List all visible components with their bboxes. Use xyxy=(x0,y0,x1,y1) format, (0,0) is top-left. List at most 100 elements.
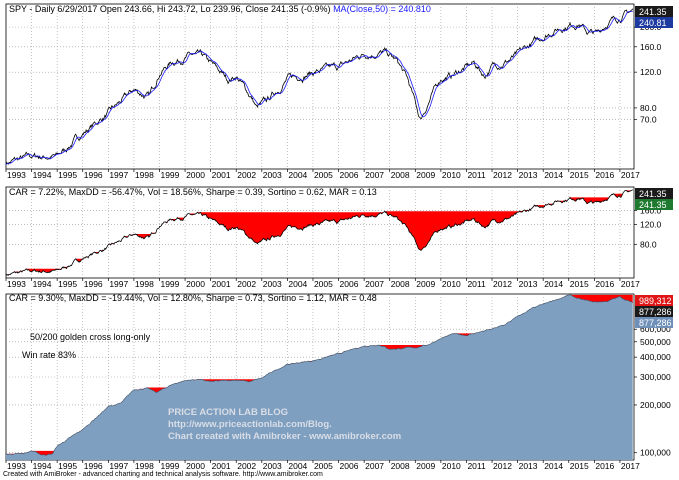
x-tick-label: 2015 xyxy=(570,461,589,471)
strategy-last-badge: 877,286 xyxy=(635,306,673,317)
x-tick-label: 2001 xyxy=(212,279,231,289)
buyhold-equity-badge: 241.35 xyxy=(635,199,673,210)
y-tick-label: 100,000 xyxy=(640,448,671,458)
x-tick-label: 1999 xyxy=(160,279,179,289)
x-tick-label: 2013 xyxy=(519,461,538,471)
x-tick-label: 2001 xyxy=(212,170,231,180)
y-tick-label: 200,000 xyxy=(640,400,671,410)
x-tick-label: 2011 xyxy=(467,461,486,471)
x-tick-label: 2002 xyxy=(237,279,256,289)
x-tick-label: 1993 xyxy=(7,461,26,471)
x-tick-label: 2016 xyxy=(595,279,614,289)
badge-text: 877,286 xyxy=(639,307,672,317)
x-tick-label: 2009 xyxy=(416,461,435,471)
strategy-annotation-1: 50/200 golden cross long-only xyxy=(30,332,151,342)
x-tick-label: 2010 xyxy=(442,461,461,471)
x-tick-label: 2004 xyxy=(288,279,307,289)
x-tick-label: 1993 xyxy=(7,170,26,180)
badge-text: 240.81 xyxy=(639,18,667,28)
x-tick-label: 1999 xyxy=(160,461,179,471)
strategy-peak-badge: 989,312 xyxy=(635,295,673,306)
x-tick-label: 2013 xyxy=(519,170,538,180)
y-tick-label: 70.0 xyxy=(640,115,657,125)
buyhold-last-badge: 241.35 xyxy=(635,188,673,199)
x-tick-label: 2003 xyxy=(263,461,282,471)
x-tick-label: 2006 xyxy=(340,461,359,471)
x-tick-label: 2003 xyxy=(263,279,282,289)
badge-bg xyxy=(635,6,673,17)
x-tick-label: 2015 xyxy=(570,279,589,289)
x-tick-label: 1996 xyxy=(84,279,103,289)
price-panel-frame xyxy=(5,3,635,170)
x-tick-label: 2006 xyxy=(340,279,359,289)
badge-bg xyxy=(635,199,673,210)
x-tick-label: 2003 xyxy=(263,170,282,180)
x-tick-label: 2000 xyxy=(186,170,205,180)
strategy-equity-badge: 877,286 xyxy=(635,317,673,328)
badge-text: 241.35 xyxy=(639,7,667,17)
badge-text: 989,312 xyxy=(639,296,672,306)
x-tick-label: 2016 xyxy=(595,170,614,180)
x-tick-label: 2002 xyxy=(237,461,256,471)
x-tick-label: 2016 xyxy=(595,461,614,471)
buyhold-panel-frame xyxy=(5,186,635,279)
x-tick-label: 2011 xyxy=(467,279,486,289)
watermark-line-1: PRICE ACTION LAB BLOG xyxy=(168,407,288,418)
badge-bg xyxy=(635,17,673,28)
x-tick-label: 2006 xyxy=(340,170,359,180)
x-tick-label: 1994 xyxy=(33,461,52,471)
x-tick-label: 1995 xyxy=(58,170,77,180)
x-tick-label: 1995 xyxy=(58,461,77,471)
x-tick-label: 2013 xyxy=(519,279,538,289)
x-tick-label: 1998 xyxy=(135,279,154,289)
x-tick-label: 2010 xyxy=(442,279,461,289)
y-tick-label: 500,000 xyxy=(640,337,671,347)
x-tick-label: 2004 xyxy=(288,461,307,471)
x-tick-label: 2011 xyxy=(467,170,486,180)
x-tick-label: 1997 xyxy=(109,461,128,471)
badge-bg xyxy=(635,295,673,306)
y-tick-label: 160.0 xyxy=(640,42,662,52)
x-tick-label: 2017 xyxy=(621,461,640,471)
x-tick-label: 2005 xyxy=(314,170,333,180)
x-tick-label: 1996 xyxy=(84,170,103,180)
x-tick-label: 2014 xyxy=(544,170,563,180)
badge-text: 241.35 xyxy=(639,189,667,199)
x-tick-label: 2014 xyxy=(544,461,563,471)
ma-line xyxy=(6,10,633,166)
ma-last-badge: 240.81 xyxy=(635,17,673,28)
x-tick-label: 2014 xyxy=(544,279,563,289)
x-tick-label: 2012 xyxy=(493,279,512,289)
x-tick-label: 2017 xyxy=(621,170,640,180)
price-last-badge: 241.35 xyxy=(635,6,673,17)
x-tick-label: 2009 xyxy=(416,279,435,289)
y-tick-label: 300,000 xyxy=(640,372,671,382)
x-tick-label: 2017 xyxy=(621,279,640,289)
x-tick-label: 2000 xyxy=(186,461,205,471)
x-tick-label: 2001 xyxy=(212,461,231,471)
watermark-line-2: http://www.priceactionlab.com/Blog. xyxy=(168,419,332,430)
strategy-annotation-2: Win rate 83% xyxy=(22,350,76,360)
x-tick-label: 1993 xyxy=(7,279,26,289)
y-tick-label: 120.0 xyxy=(640,220,662,230)
drawdown-area xyxy=(6,189,633,276)
price-panel-title: SPY - Daily 6/29/2017 Open 243.66, Hi 24… xyxy=(9,4,431,14)
footer-credit: Created with AmiBroker - advanced charti… xyxy=(3,471,323,478)
y-tick-label: 160.0 xyxy=(640,206,662,216)
x-tick-label: 1996 xyxy=(84,461,103,471)
y-tick-label: 600,000 xyxy=(640,324,671,334)
badge-text: 877,286 xyxy=(639,318,672,328)
x-tick-label: 1994 xyxy=(33,170,52,180)
y-tick-label: 120.0 xyxy=(640,67,662,77)
badge-text: 241.35 xyxy=(639,200,667,210)
x-tick-label: 2007 xyxy=(365,461,384,471)
x-tick-label: 2005 xyxy=(314,279,333,289)
strategy-equity-area xyxy=(6,294,633,460)
x-tick-label: 2007 xyxy=(365,279,384,289)
buyhold-panel-title: CAR = 7.22%, MaxDD = -56.47%, Vol = 18.5… xyxy=(9,187,377,197)
x-tick-label: 1997 xyxy=(109,170,128,180)
x-tick-label: 2000 xyxy=(186,279,205,289)
x-tick-label: 1998 xyxy=(135,170,154,180)
y-tick-label: 80.0 xyxy=(640,239,657,249)
strategy-panel-title: CAR = 9.30%, MaxDD = -19.44%, Vol = 12.8… xyxy=(9,293,377,303)
